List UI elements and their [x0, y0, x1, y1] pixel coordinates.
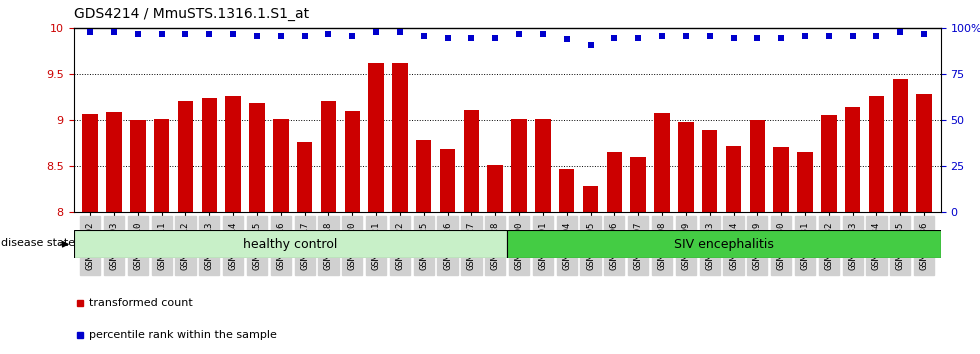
- Bar: [678, 122, 694, 212]
- Bar: [630, 157, 646, 212]
- Bar: [464, 110, 479, 212]
- Text: disease state: disease state: [1, 238, 75, 248]
- Text: transformed count: transformed count: [88, 298, 192, 308]
- Bar: [508, 230, 941, 258]
- Point: [678, 33, 694, 39]
- Point: [512, 31, 527, 37]
- Point: [702, 33, 717, 39]
- Point: [249, 33, 265, 39]
- Point: [583, 42, 599, 48]
- Point: [559, 36, 574, 42]
- Point: [845, 33, 860, 39]
- Point: [297, 33, 313, 39]
- Bar: [773, 147, 789, 212]
- Bar: [487, 165, 503, 212]
- Point: [821, 33, 837, 39]
- Point: [893, 29, 908, 35]
- Bar: [273, 119, 288, 212]
- Bar: [726, 146, 741, 212]
- Bar: [655, 113, 669, 212]
- Bar: [202, 98, 217, 212]
- Bar: [345, 111, 360, 212]
- Bar: [821, 115, 837, 212]
- Bar: [916, 94, 932, 212]
- Bar: [845, 108, 860, 212]
- Text: percentile rank within the sample: percentile rank within the sample: [88, 330, 276, 339]
- Point: [202, 31, 218, 37]
- Point: [106, 29, 122, 35]
- Bar: [750, 120, 765, 212]
- Point: [154, 31, 170, 37]
- Point: [487, 35, 503, 40]
- Bar: [249, 103, 265, 212]
- Bar: [177, 101, 193, 212]
- Bar: [297, 142, 313, 212]
- Point: [725, 35, 741, 40]
- Point: [344, 33, 360, 39]
- Point: [797, 33, 812, 39]
- Point: [916, 31, 932, 37]
- Text: GDS4214 / MmuSTS.1316.1.S1_at: GDS4214 / MmuSTS.1316.1.S1_at: [74, 7, 309, 21]
- Bar: [154, 119, 170, 212]
- Bar: [368, 63, 384, 212]
- Point: [440, 35, 456, 40]
- Bar: [535, 119, 551, 212]
- Point: [273, 33, 289, 39]
- Point: [392, 29, 408, 35]
- Point: [464, 35, 479, 40]
- Bar: [392, 63, 408, 212]
- Bar: [440, 149, 456, 212]
- Bar: [130, 120, 146, 212]
- Point: [130, 31, 146, 37]
- Bar: [868, 96, 884, 212]
- Point: [177, 31, 193, 37]
- Point: [655, 33, 670, 39]
- Bar: [512, 119, 527, 212]
- Bar: [798, 152, 812, 212]
- Bar: [583, 186, 598, 212]
- Point: [868, 33, 884, 39]
- Bar: [106, 112, 122, 212]
- Point: [607, 35, 622, 40]
- Bar: [559, 169, 574, 212]
- Point: [630, 35, 646, 40]
- Point: [750, 35, 765, 40]
- Point: [82, 29, 98, 35]
- Bar: [74, 230, 508, 258]
- Bar: [702, 131, 717, 212]
- Point: [225, 31, 241, 37]
- Bar: [225, 96, 241, 212]
- Point: [773, 35, 789, 40]
- Text: healthy control: healthy control: [243, 238, 337, 251]
- Point: [535, 31, 551, 37]
- Point: [368, 29, 384, 35]
- Bar: [320, 101, 336, 212]
- Bar: [416, 140, 431, 212]
- Bar: [607, 152, 622, 212]
- Text: SIV encephalitis: SIV encephalitis: [674, 238, 774, 251]
- Bar: [893, 79, 908, 212]
- Point: [416, 33, 431, 39]
- Bar: [82, 114, 98, 212]
- Point: [320, 31, 336, 37]
